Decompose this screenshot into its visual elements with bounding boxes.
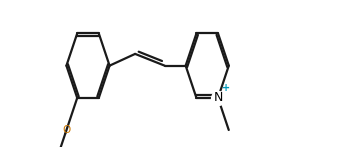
Text: O: O xyxy=(62,125,70,135)
Text: N: N xyxy=(213,91,223,104)
Text: +: + xyxy=(222,83,230,93)
